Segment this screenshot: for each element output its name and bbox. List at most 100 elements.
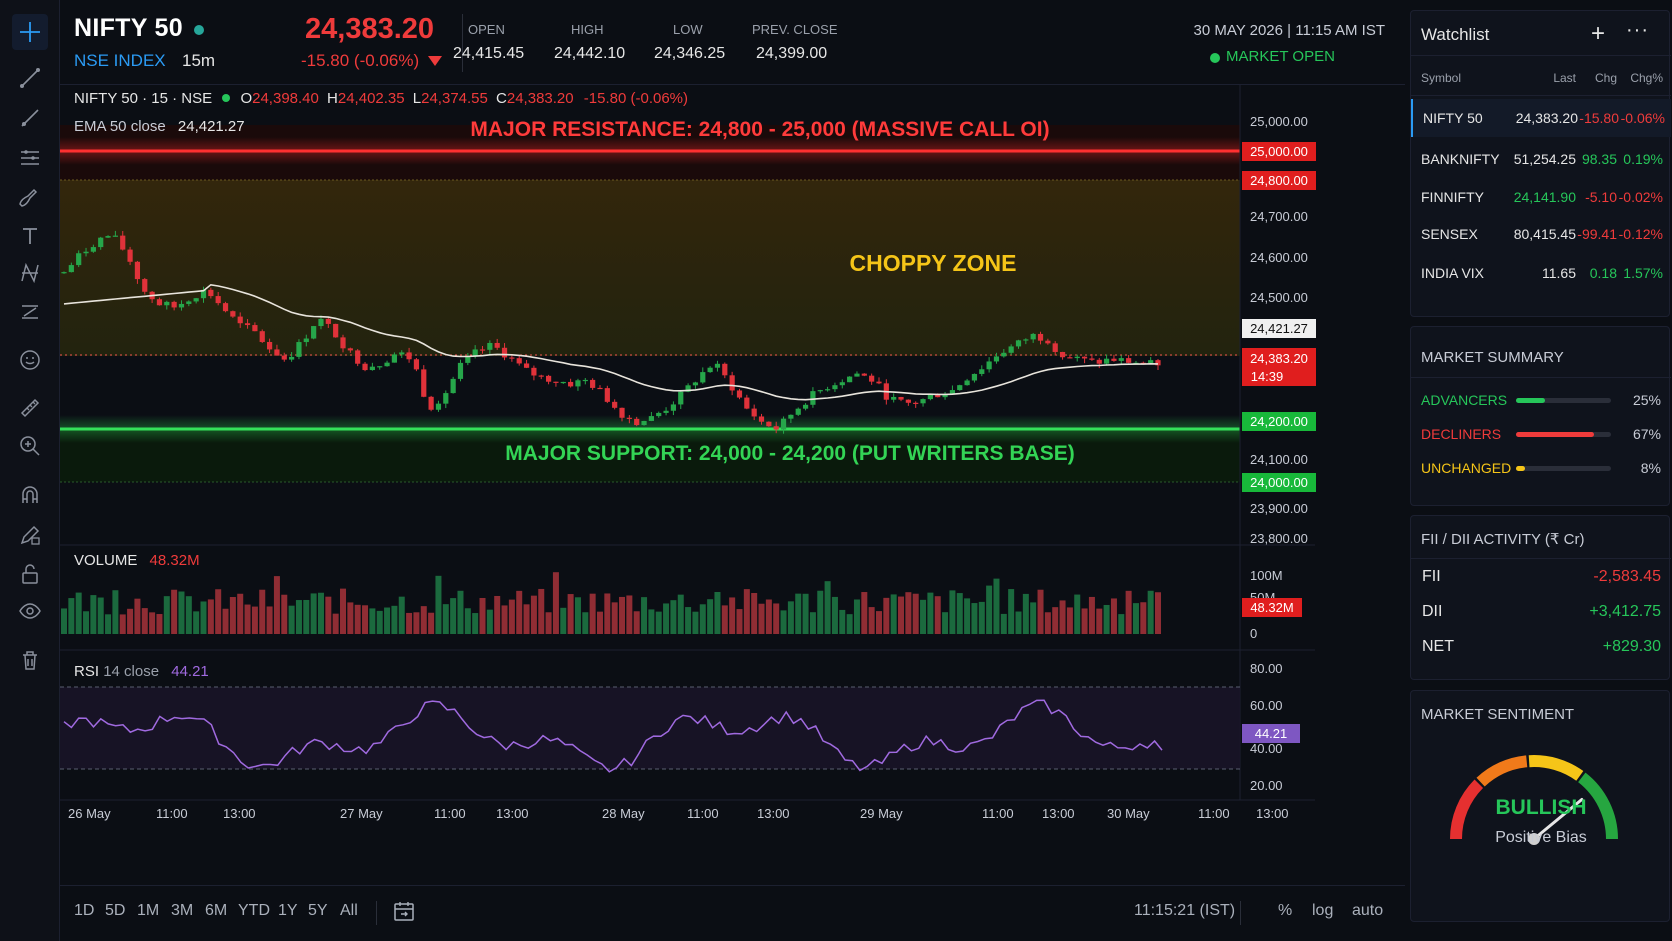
candle-body (98, 237, 104, 248)
legend-h-label: H (327, 90, 338, 107)
rsi-tick: 20.00 (1250, 778, 1283, 793)
calendar-icon[interactable] (392, 899, 416, 928)
range-3m[interactable]: 3M (171, 902, 194, 919)
watchlist-row-0[interactable]: NIFTY 50 24,383.20 -15.80 -0.06% (1411, 99, 1671, 137)
candle-body (142, 279, 148, 292)
candle-body (949, 390, 956, 395)
prev-close-value: 24,399.00 (756, 45, 828, 62)
fii-dii-value: -2,583.45 (1593, 568, 1661, 585)
watchlist-chg: -5.10 (1585, 189, 1617, 205)
auto-toggle[interactable]: auto (1352, 902, 1384, 919)
range-5d[interactable]: 5D (105, 902, 126, 919)
volume-bar (795, 593, 802, 634)
volume-bar (707, 599, 714, 634)
candle-body (156, 299, 163, 306)
time-tick: 13:00 (757, 806, 790, 821)
text-icon[interactable] (12, 218, 48, 254)
candle-body (685, 385, 691, 392)
candle-body (1045, 340, 1051, 344)
ohlc-legend[interactable]: NIFTY 50 · 15 · NSE O24,398.40 H24,402.3… (74, 90, 688, 107)
crosshair-icon[interactable] (12, 14, 48, 50)
watchlist-row-4[interactable]: INDIA VIX 11.65 0.18 1.57% (1411, 254, 1671, 292)
magnet-icon[interactable] (12, 477, 48, 513)
pattern-icon[interactable] (12, 255, 48, 291)
watchlist-row-2[interactable]: FINNIFTY 24,141.90 -5.10 -0.02% (1411, 178, 1671, 216)
prediction-icon[interactable] (12, 294, 48, 330)
candle-body (582, 379, 588, 382)
support-annotation[interactable]: MAJOR SUPPORT: 24,000 - 24,200 (PUT WRIT… (505, 442, 1074, 465)
rsi-legend[interactable]: RSI 14 close 44.21 (74, 663, 209, 680)
volume-bar (1015, 611, 1022, 634)
volume-bar (545, 612, 552, 634)
candle-body (839, 382, 845, 386)
fii-dii-row-0: FII -2,583.45 (1411, 568, 1671, 592)
volume-bar (670, 600, 677, 634)
volume-legend[interactable]: VOLUME 48.32M (74, 552, 200, 569)
eye-icon[interactable] (12, 593, 48, 629)
sentiment-sub: Positive Bias (1495, 829, 1587, 846)
range-5y[interactable]: 5Y (308, 902, 328, 919)
candle-body (479, 349, 486, 351)
emoji-icon[interactable] (12, 342, 48, 378)
candle-body (1126, 358, 1132, 363)
chart-pane[interactable]: MAJOR RESISTANCE: 24,800 - 25,000 (MASSI… (60, 85, 1405, 885)
resistance-annotation[interactable]: MAJOR RESISTANCE: 24,800 - 25,000 (MASSI… (470, 118, 1049, 141)
range-1y[interactable]: 1Y (278, 902, 298, 919)
ema-legend[interactable]: EMA 50 close 24,421.27 (74, 118, 245, 135)
watchlist-chg-pct: -0.02% (1618, 189, 1663, 205)
lock-icon[interactable] (12, 556, 48, 592)
log-toggle[interactable]: log (1312, 902, 1334, 919)
time-axis[interactable]: 26 May 11:00 13:00 27 May 11:00 13:00 28… (68, 806, 1289, 821)
range-1m[interactable]: 1M (137, 902, 160, 919)
range-1d[interactable]: 1D (74, 902, 95, 919)
col-chg: Chg (1594, 71, 1617, 85)
fib-retracement-icon[interactable] (12, 140, 48, 176)
symbol-title[interactable]: NIFTY 50 (74, 14, 183, 42)
volume-bar (824, 581, 831, 634)
candle-body (296, 342, 302, 357)
rsi-params: 14 close (103, 663, 160, 680)
price-axis[interactable]: 25,000.00 24,700.00 24,600.00 24,500.00 … (1250, 114, 1308, 546)
ray-line-icon[interactable] (12, 100, 48, 136)
volume-bar (200, 601, 207, 634)
trend-line-icon[interactable] (12, 60, 48, 96)
candle-body (289, 356, 295, 360)
timeframe-selector[interactable]: 15m (182, 51, 216, 70)
range-6m[interactable]: 6M (205, 902, 228, 919)
candle-body (927, 394, 933, 400)
volume-bar (802, 593, 809, 634)
candle-body (244, 323, 251, 326)
volume-bar (751, 592, 758, 634)
candle-body (186, 301, 192, 304)
candle-body (509, 357, 515, 359)
volume-bar (663, 603, 670, 634)
range-all[interactable]: All (340, 902, 358, 919)
summary-pct: 25% (1632, 392, 1661, 408)
summary-bar-fill (1516, 466, 1525, 471)
volume-bar (942, 612, 949, 634)
choppy-annotation[interactable]: CHOPPY ZONE (850, 250, 1017, 276)
trash-icon[interactable] (12, 642, 48, 678)
volume-bar (325, 596, 332, 634)
volume-bar (413, 612, 420, 634)
zoom-in-icon[interactable] (12, 428, 48, 464)
brush-icon[interactable] (12, 180, 48, 216)
volume-bar (641, 597, 648, 634)
candle-body (193, 298, 199, 302)
prev-close-label: PREV. CLOSE (752, 22, 838, 37)
price-chart[interactable]: MAJOR RESISTANCE: 24,800 - 25,000 (MASSI… (60, 85, 1405, 885)
watchlist-row-3[interactable]: SENSEX 80,415.45 -99.41 -0.12% (1411, 215, 1671, 253)
range-ytd[interactable]: YTD (238, 902, 270, 919)
percent-toggle[interactable]: % (1278, 902, 1293, 919)
ruler-icon[interactable] (12, 390, 48, 426)
candle-body (406, 352, 412, 360)
lock-drawing-icon[interactable] (12, 517, 48, 553)
watchlist-row-1[interactable]: BANKNIFTY 51,254.25 98.35 0.19% (1411, 140, 1671, 178)
bottom-divider (1240, 901, 1241, 925)
add-symbol-icon[interactable]: + (1591, 20, 1606, 47)
more-icon[interactable]: ··· (1626, 19, 1649, 41)
ema-badge (1242, 319, 1316, 338)
candle-body (1052, 343, 1058, 352)
volume-badge (1242, 598, 1302, 617)
volume-bar (317, 592, 324, 634)
